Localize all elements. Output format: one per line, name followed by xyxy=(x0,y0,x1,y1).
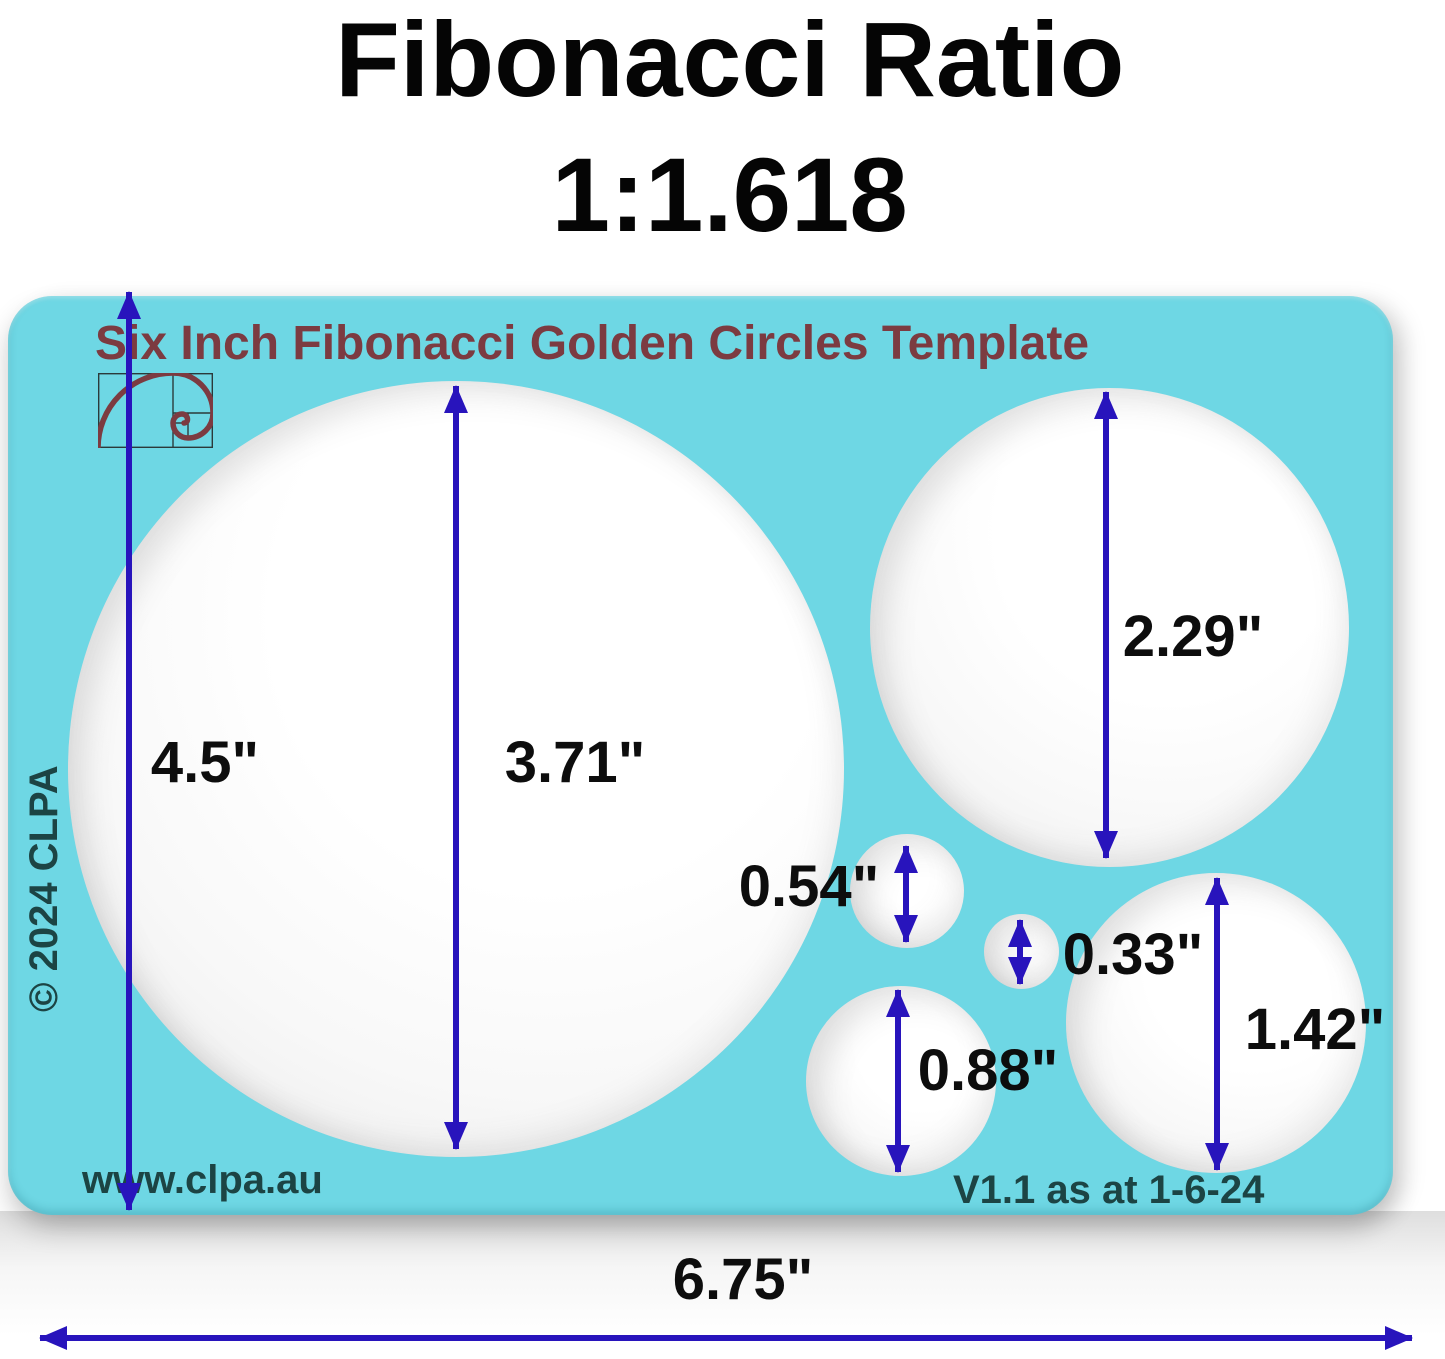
fibonacci-spiral-logo xyxy=(98,373,213,448)
circle-0-88-label: 0.88" xyxy=(917,1038,1059,1103)
circle-cutout-0.33 xyxy=(983,913,1059,989)
circle-3-71-label: 3.71" xyxy=(504,730,646,795)
circle-cutout-2.29 xyxy=(869,387,1349,867)
template-width-label: 6.75" xyxy=(672,1247,814,1312)
circle-0-54-label: 0.54" xyxy=(738,854,880,919)
copyright-text: © 2024 CLPA xyxy=(22,765,66,1012)
golden-spiral-path xyxy=(98,373,213,448)
circle-2-29-label: 2.29" xyxy=(1122,604,1264,669)
website-text: www.clpa.au xyxy=(82,1158,323,1202)
circle-1-42-label: 1.42" xyxy=(1244,997,1386,1062)
ratio-value: 1:1.618 xyxy=(551,137,908,254)
stencil-header: Six Inch Fibonacci Golden Circles Templa… xyxy=(95,317,1090,370)
page-title: Fibonacci Ratio xyxy=(335,1,1125,119)
circle-0-33-label: 0.33" xyxy=(1062,922,1204,987)
photo-shadow-band xyxy=(0,1211,1445,1336)
version-text: V1.1 as at 1-6-24 xyxy=(953,1168,1265,1212)
template-height-label: 4.5" xyxy=(150,730,260,795)
